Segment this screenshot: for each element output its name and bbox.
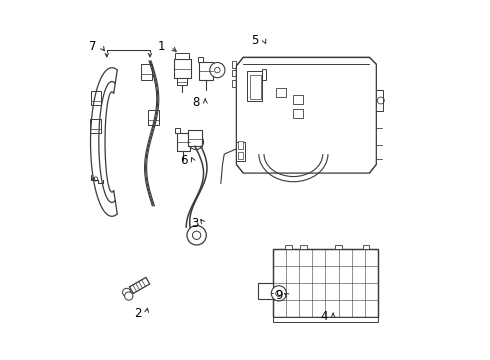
Bar (262, 69, 266, 80)
Bar (272, 316, 378, 322)
Bar (232, 81, 236, 87)
Bar (272, 249, 378, 316)
Text: 5: 5 (251, 33, 259, 46)
Bar (258, 283, 272, 299)
Text: 9: 9 (275, 289, 283, 302)
Circle shape (193, 139, 198, 145)
Circle shape (377, 97, 384, 104)
Bar (276, 89, 286, 97)
Bar (335, 245, 342, 249)
Bar (141, 64, 152, 80)
Text: 4: 4 (320, 310, 328, 323)
Bar (272, 249, 378, 316)
Bar (175, 53, 189, 59)
Bar (174, 59, 191, 78)
Bar (238, 152, 243, 159)
Bar (294, 109, 303, 118)
Text: 2: 2 (134, 307, 141, 320)
Circle shape (271, 286, 287, 301)
Bar (91, 91, 101, 105)
Text: 7: 7 (89, 40, 97, 53)
Circle shape (187, 226, 206, 245)
Bar (250, 75, 261, 99)
Bar (232, 70, 236, 76)
Bar (197, 57, 203, 62)
Bar (294, 95, 303, 104)
Text: 6: 6 (180, 154, 188, 167)
Bar (90, 119, 100, 133)
Circle shape (122, 288, 131, 297)
Bar (199, 62, 213, 80)
Circle shape (94, 177, 98, 181)
Bar (285, 245, 292, 249)
Circle shape (193, 231, 201, 239)
Circle shape (124, 292, 133, 300)
Bar (236, 142, 245, 161)
Bar (175, 128, 180, 133)
Text: 1: 1 (158, 40, 166, 53)
Bar (363, 245, 369, 249)
Circle shape (93, 178, 95, 180)
Text: 3: 3 (191, 217, 198, 230)
Bar (247, 71, 262, 100)
Circle shape (215, 67, 220, 73)
Circle shape (188, 134, 203, 150)
Circle shape (276, 290, 282, 297)
Bar (238, 141, 243, 149)
Bar (147, 110, 159, 125)
Bar (177, 78, 187, 85)
Bar (176, 133, 191, 150)
Bar (232, 62, 236, 68)
Bar (300, 245, 307, 249)
Text: 8: 8 (193, 96, 200, 109)
Circle shape (210, 63, 225, 78)
Bar (188, 130, 202, 146)
